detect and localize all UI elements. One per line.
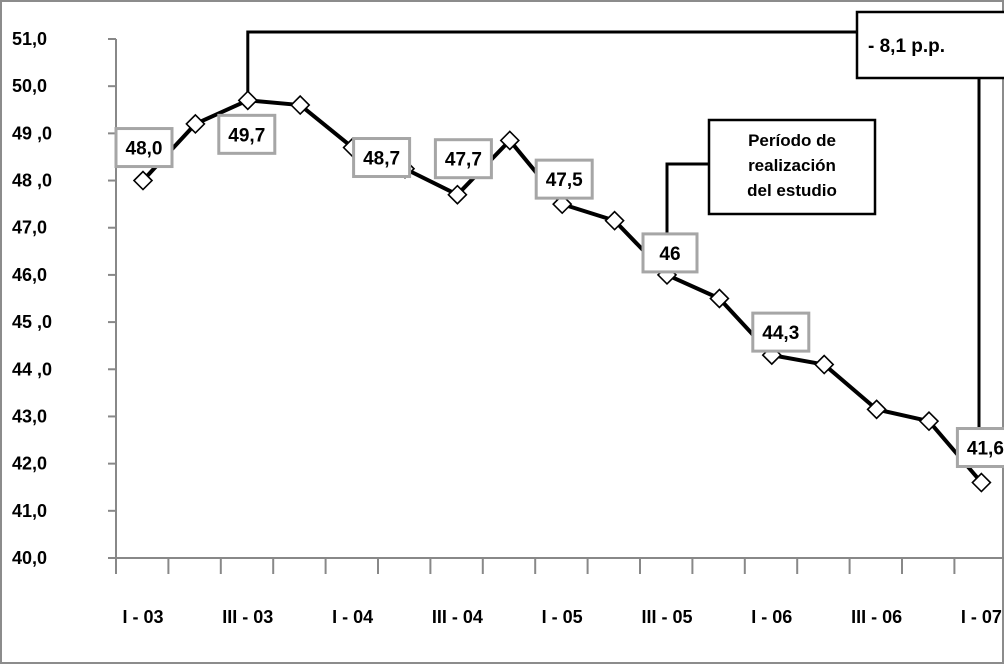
data-label: 48,7 <box>363 149 400 170</box>
data-label: 46 <box>659 244 680 265</box>
x-tick-label: I - 07 <box>961 607 1002 627</box>
data-label-box <box>641 232 699 274</box>
data-label-box <box>433 138 493 180</box>
data-label: 49,7 <box>228 125 265 146</box>
data-label-box <box>534 158 594 200</box>
x-tick-label: I - 03 <box>122 607 163 627</box>
y-tick-label: 47,0 <box>12 218 47 238</box>
y-tick-label: 44 ,0 <box>12 359 52 379</box>
data-point-marker <box>918 411 940 432</box>
x-tick-label: I - 05 <box>542 607 583 627</box>
data-point-marker <box>447 184 468 205</box>
data-label-box <box>955 427 1004 469</box>
data-labels: 48,0 49,7 48,7 47,7 47,5 46 44,3 41,6 <box>114 113 1004 469</box>
data-point-marker <box>866 399 887 420</box>
y-tick-label: 50,0 <box>12 76 47 96</box>
annotation-connectors <box>246 30 981 453</box>
difference-callout-text: - 8,1 p.p. <box>868 36 945 57</box>
data-point-marker <box>814 354 835 375</box>
study-period-line-3: del estudio <box>747 181 837 200</box>
data-point-marker <box>709 288 730 309</box>
x-tick-label: III - 06 <box>851 607 902 627</box>
data-label: 48,0 <box>126 139 163 160</box>
y-tick-label: 51,0 <box>12 29 47 49</box>
data-label-box <box>352 137 412 179</box>
data-point-marker <box>237 90 258 111</box>
difference-callout-box <box>855 10 1004 80</box>
data-label: 41,6 <box>967 439 1004 460</box>
data-label-box <box>751 311 811 353</box>
data-label: 47,5 <box>546 170 583 191</box>
y-tick-label: 43,0 <box>12 406 47 426</box>
y-tick-label: 45 ,0 <box>12 312 52 332</box>
data-label: 44,3 <box>762 323 799 344</box>
y-tick-label: 48 ,0 <box>12 171 52 191</box>
annotations: Período de realización del estudio - 8,1… <box>707 10 1004 216</box>
data-point-marker <box>132 170 154 191</box>
x-tick-label: III - 04 <box>432 607 483 627</box>
data-point-marker <box>499 130 520 151</box>
x-tick-label: I - 04 <box>332 607 373 627</box>
y-tick-label: 49 ,0 <box>12 123 52 143</box>
data-point-marker <box>185 113 206 135</box>
study-period-connector <box>665 162 709 251</box>
y-tick-label: 42,0 <box>12 454 47 474</box>
x-tick-label: III - 05 <box>641 607 692 627</box>
data-point-marker <box>971 472 992 493</box>
data-point-marker <box>290 94 311 116</box>
data-label-box <box>217 113 277 155</box>
difference-connector-left <box>246 30 857 101</box>
y-tick-label: 46,0 <box>12 265 47 285</box>
data-label: 47,7 <box>445 150 482 171</box>
y-tick-label: 40,0 <box>12 548 47 568</box>
study-period-box <box>707 118 877 216</box>
x-tick-label: III - 03 <box>222 607 273 627</box>
x-tick-label: I - 06 <box>751 607 792 627</box>
axes: 40,0 41,0 42,0 43,0 44 ,0 45 ,0 46,0 47,0 48 ,0 4… <box>12 29 1004 627</box>
data-label-box <box>114 127 174 169</box>
study-period-line-2: realización <box>748 156 836 175</box>
y-tick-label: 41,0 <box>12 501 47 521</box>
data-point-marker <box>604 210 625 231</box>
study-period-line-1: Período de <box>748 131 836 150</box>
